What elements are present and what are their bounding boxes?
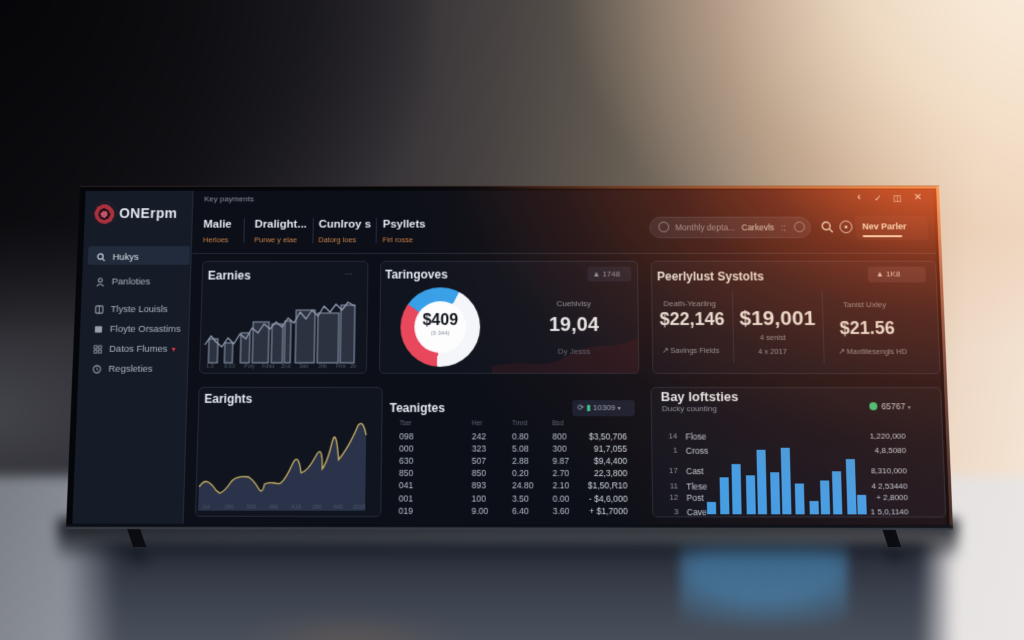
svg-text:Zrot: Zrot — [281, 364, 291, 369]
svg-text:Fhtr: Fhtr — [336, 364, 346, 369]
svg-text:Fditd: Fditd — [262, 364, 274, 369]
svg-text:1.0: 1.0 — [206, 364, 214, 369]
svg-text:A18: A18 — [291, 504, 301, 510]
svg-text:0.03: 0.03 — [224, 364, 235, 369]
svg-text:2tr: 2tr — [350, 364, 357, 369]
svg-text:500: 500 — [247, 504, 256, 510]
svg-text:280: 280 — [312, 504, 321, 510]
svg-text:640: 640 — [334, 504, 343, 510]
svg-text:3att: 3att — [299, 364, 309, 369]
svg-text:660: 660 — [269, 504, 278, 510]
svg-text:Jul: Jul — [202, 504, 209, 510]
svg-text:2028: 2028 — [353, 504, 366, 510]
svg-text:260: 260 — [224, 504, 233, 510]
svg-text:Jrtit: Jrtit — [318, 364, 327, 369]
svg-text:Poly: Poly — [244, 364, 255, 369]
